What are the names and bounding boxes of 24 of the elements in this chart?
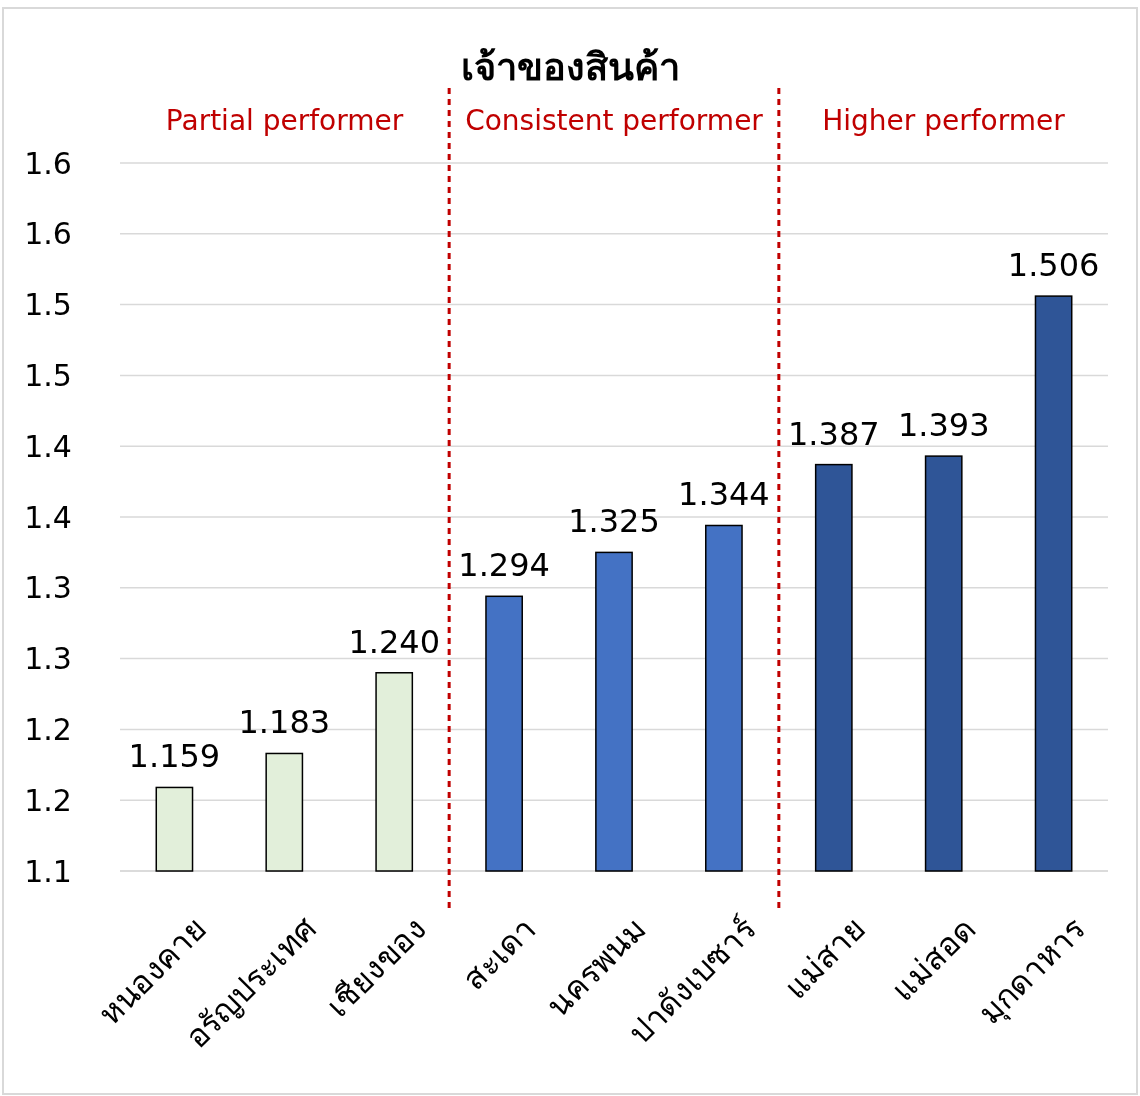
y-tick-label: 1.3 (24, 641, 72, 677)
y-tick-label: 1.3 (24, 570, 72, 606)
data-label: 1.294 (458, 546, 550, 585)
text: Consistent performer (465, 104, 764, 137)
y-tick-label: 1.2 (24, 782, 72, 818)
text: Partial performer (165, 104, 404, 137)
data-label: 1.393 (897, 406, 990, 445)
text: Higher performer (822, 104, 1066, 137)
data-label: 1.159 (128, 737, 221, 776)
y-tick-label: 1.6 (24, 216, 72, 252)
y-tick-label: 1.5 (24, 357, 72, 393)
y-tick-label: 1.6 (24, 145, 72, 181)
y-tick-label: 1.4 (24, 428, 72, 464)
data-label: 1.506 (1007, 246, 1100, 285)
y-tick-label: 1.5 (24, 287, 72, 323)
data-label: 1.344 (678, 475, 770, 514)
data-label: 1.325 (568, 502, 660, 541)
data-label: 1.183 (238, 703, 331, 742)
chart-title: เจ้าของสินค้า (460, 45, 680, 89)
data-label: 1.387 (788, 414, 880, 453)
y-tick-label: 1.2 (24, 711, 72, 747)
y-tick-label: 1.1 (24, 853, 72, 889)
data-label: 1.240 (348, 622, 440, 661)
y-tick-label: 1.4 (24, 499, 72, 535)
